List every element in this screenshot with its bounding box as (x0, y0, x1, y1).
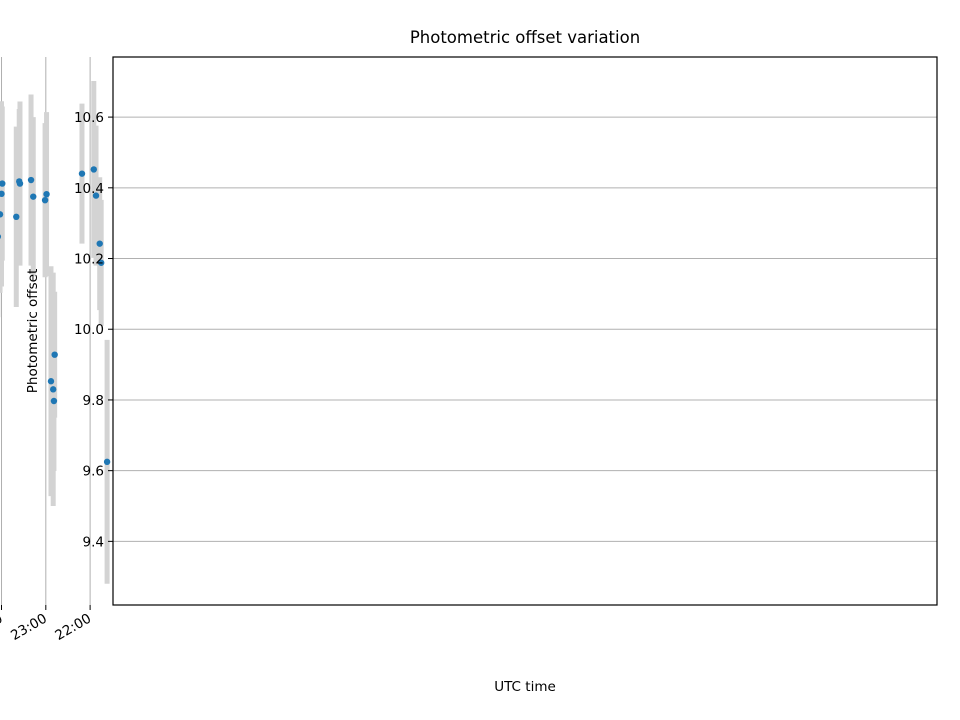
data-point (50, 397, 58, 405)
x-tick-label: 00:00 (0, 611, 6, 644)
data-point (13, 213, 20, 221)
y-tick-label: 10.0 (74, 322, 104, 338)
data-point (16, 178, 23, 185)
data-point (51, 351, 58, 358)
data-point (0, 180, 6, 187)
y-tick-label: 10.6 (74, 110, 104, 126)
data-point (43, 190, 50, 198)
chart-title: Photometric offset variation (410, 28, 640, 47)
data-point (27, 176, 35, 184)
data-point (90, 166, 98, 173)
y-tick-label: 10.4 (74, 181, 104, 197)
data-point (0, 211, 4, 218)
data-point (92, 192, 100, 199)
y-tick-label: 9.4 (83, 534, 104, 550)
data-point (78, 170, 86, 177)
y-tick-label: 10.2 (74, 252, 104, 268)
data-point (0, 234, 2, 239)
y-axis-label: Photometric offset (25, 269, 41, 393)
y-tick-label: 9.6 (83, 464, 104, 480)
plot-frame (112, 56, 938, 606)
data-points (0, 166, 111, 466)
x-tick-label: 22:00 (52, 611, 94, 644)
data-point (47, 378, 55, 385)
data-point (96, 240, 103, 247)
data-point (103, 458, 111, 466)
x-axis-label: UTC time (494, 679, 556, 695)
data-point (41, 196, 49, 204)
y-axis-ticks: 9.4 9.6 9.8 10.0 10.2 10.4 10.6 (74, 110, 113, 550)
data-point (30, 193, 37, 200)
x-tick-label: 23:00 (8, 611, 50, 644)
grid-lines (1, 57, 937, 605)
data-point (0, 190, 5, 198)
y-tick-label: 9.8 (83, 393, 104, 409)
data-point (97, 259, 105, 266)
data-point (49, 386, 57, 393)
